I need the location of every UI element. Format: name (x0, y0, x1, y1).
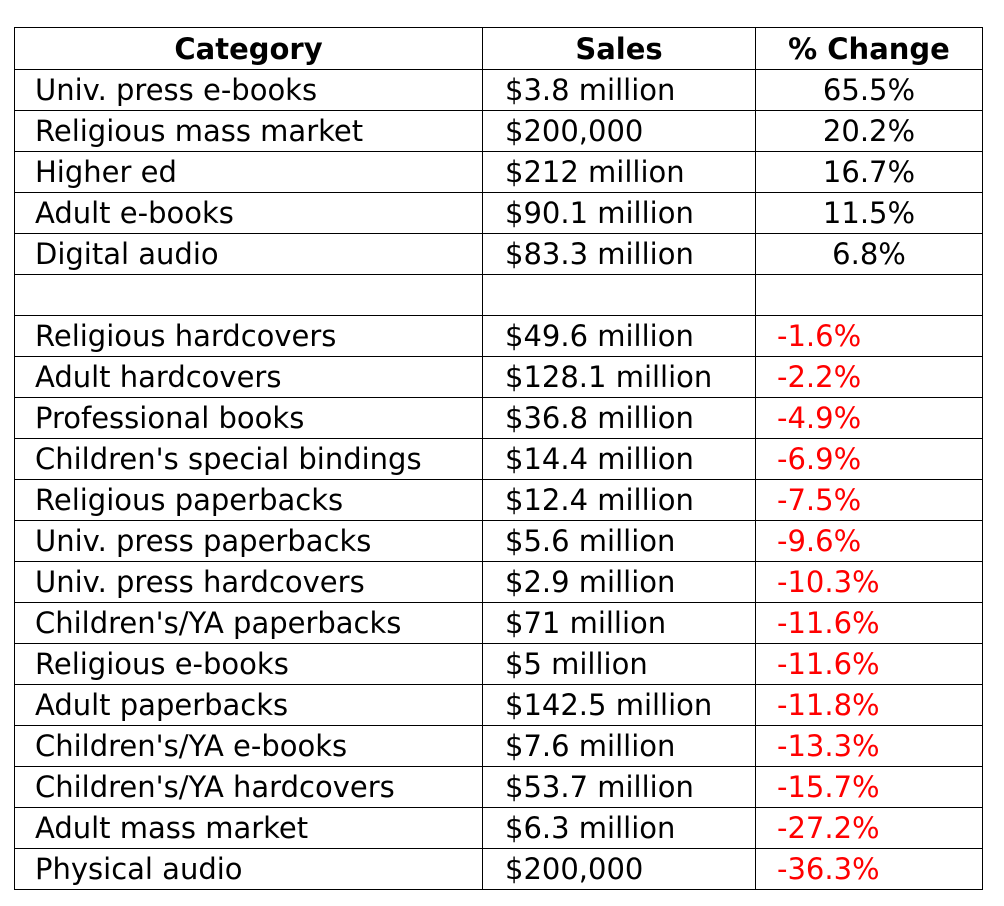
category-cell: Adult mass market (14, 807, 483, 849)
sales-cell: $49.6 million (482, 315, 756, 357)
sales-cell: $36.8 million (482, 397, 756, 439)
table-row: Religious paperbacks $12.4 million -7.5% (14, 479, 983, 521)
sales-cell: $5 million (482, 643, 756, 685)
category-cell: Religious hardcovers (14, 315, 483, 357)
sales-cell: $14.4 million (482, 438, 756, 480)
category-cell: Children's/YA paperbacks (14, 602, 483, 644)
table-row: Religious e-books $5 million -11.6% (14, 643, 983, 685)
change-cell-negative: -6.9% (755, 438, 983, 480)
category-cell: Children's/YA hardcovers (14, 766, 483, 808)
sales-cell: $142.5 million (482, 684, 756, 726)
header-row: Category Sales % Change (14, 27, 983, 70)
sales-cell: $5.6 million (482, 520, 756, 562)
table-row: Children's/YA paperbacks $71 million -11.6… (14, 602, 983, 644)
category-cell: Univ. press e-books (14, 69, 483, 111)
sales-cell: $53.7 million (482, 766, 756, 808)
category-cell: Children's special bindings (14, 438, 483, 480)
sales-table: Category Sales % Change Univ. press e-bo… (14, 27, 983, 890)
header-sales: Sales (482, 27, 756, 70)
table-row: Children's special bindings $14.4 million… (14, 438, 983, 480)
change-cell (755, 274, 983, 316)
table-row: Religious mass market $200,000 20.2% (14, 110, 983, 152)
sales-table-container: Category Sales % Change Univ. press e-bo… (14, 27, 983, 890)
change-cell: 16.7% (755, 151, 983, 193)
change-cell-negative: -4.9% (755, 397, 983, 439)
table-row: Univ. press paperbacks $5.6 million -9.6% (14, 520, 983, 562)
sales-cell: $83.3 million (482, 233, 756, 275)
category-cell: Religious e-books (14, 643, 483, 685)
table-row: Children's/YA e-books $7.6 million -13.3% (14, 725, 983, 767)
category-cell: Adult hardcovers (14, 356, 483, 398)
category-cell: Adult e-books (14, 192, 483, 234)
table-row: Univ. press e-books $3.8 million 65.5% (14, 69, 983, 111)
sales-cell: $7.6 million (482, 725, 756, 767)
category-cell: Physical audio (14, 848, 483, 890)
table-row: Higher ed $212 million 16.7% (14, 151, 983, 193)
table-row: Professional books $36.8 million -4.9% (14, 397, 983, 439)
category-cell: Professional books (14, 397, 483, 439)
sales-cell: $3.8 million (482, 69, 756, 111)
table-row: Univ. press hardcovers $2.9 million -10.3% (14, 561, 983, 603)
category-cell: Univ. press paperbacks (14, 520, 483, 562)
table-row: Adult e-books $90.1 million 11.5% (14, 192, 983, 234)
category-cell: Digital audio (14, 233, 483, 275)
change-cell-negative: -2.2% (755, 356, 983, 398)
change-cell-negative: -11.6% (755, 602, 983, 644)
table-row: Children's/YA hardcovers $53.7 million -15… (14, 766, 983, 808)
header-change: % Change (755, 27, 983, 70)
change-cell: 20.2% (755, 110, 983, 152)
category-cell (14, 274, 483, 316)
change-cell-negative: -7.5% (755, 479, 983, 521)
table-row: Digital audio $83.3 million 6.8% (14, 233, 983, 275)
change-cell: 6.8% (755, 233, 983, 275)
change-cell-negative: -27.2% (755, 807, 983, 849)
change-cell-negative: -13.3% (755, 725, 983, 767)
change-cell-negative: -1.6% (755, 315, 983, 357)
change-cell: 11.5% (755, 192, 983, 234)
change-cell: 65.5% (755, 69, 983, 111)
table-row: Adult paperbacks $142.5 million -11.8% (14, 684, 983, 726)
spacer-row (14, 274, 983, 316)
sales-cell: $2.9 million (482, 561, 756, 603)
change-cell-negative: -15.7% (755, 766, 983, 808)
sales-cell (482, 274, 756, 316)
table-body: Univ. press e-books $3.8 million 65.5% Reli… (14, 69, 983, 890)
table-row: Adult mass market $6.3 million -27.2% (14, 807, 983, 849)
sales-cell: $128.1 million (482, 356, 756, 398)
change-cell-negative: -10.3% (755, 561, 983, 603)
sales-cell: $71 million (482, 602, 756, 644)
change-cell-negative: -11.6% (755, 643, 983, 685)
sales-cell: $12.4 million (482, 479, 756, 521)
sales-cell: $212 million (482, 151, 756, 193)
category-cell: Adult paperbacks (14, 684, 483, 726)
change-cell-negative: -11.8% (755, 684, 983, 726)
category-cell: Religious mass market (14, 110, 483, 152)
category-cell: Religious paperbacks (14, 479, 483, 521)
category-cell: Univ. press hardcovers (14, 561, 483, 603)
change-cell-negative: -9.6% (755, 520, 983, 562)
sales-cell: $6.3 million (482, 807, 756, 849)
table-row: Physical audio $200,000 -36.3% (14, 848, 983, 890)
category-cell: Children's/YA e-books (14, 725, 483, 767)
sales-cell: $200,000 (482, 848, 756, 890)
sales-cell: $200,000 (482, 110, 756, 152)
category-cell: Higher ed (14, 151, 483, 193)
sales-cell: $90.1 million (482, 192, 756, 234)
header-category: Category (14, 27, 483, 70)
table-header: Category Sales % Change (14, 27, 983, 70)
table-row: Adult hardcovers $128.1 million -2.2% (14, 356, 983, 398)
table-row: Religious hardcovers $49.6 million -1.6% (14, 315, 983, 357)
change-cell-negative: -36.3% (755, 848, 983, 890)
